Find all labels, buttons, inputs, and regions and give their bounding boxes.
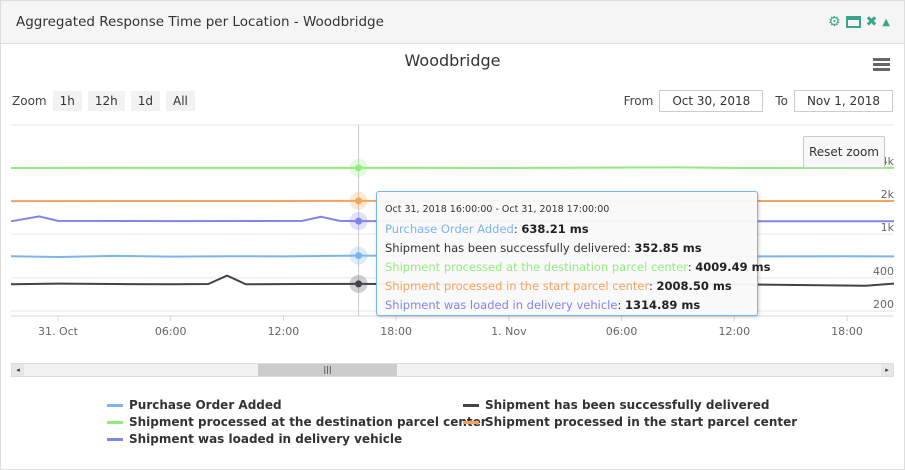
from-date-input[interactable]: Oct 30, 2018 [659,90,764,112]
y-tick-label: 200 [873,298,894,311]
to-label: To [775,94,788,108]
x-tick-label: 06:00 [155,325,187,338]
tooltip-value: 4009.49 ms [695,260,771,274]
x-tick-label: 18:00 [831,325,863,338]
data-point-marker [355,252,363,260]
legend-item[interactable]: Shipment processed at the destination pa… [107,415,487,429]
x-tick-label: 18:00 [380,325,412,338]
legend-label: Shipment was loaded in delivery vehicle [129,432,403,446]
data-point-marker [355,197,363,205]
x-tick-label: 31. Oct [38,325,79,338]
scroll-right-arrow-icon[interactable]: ▸ [881,364,893,376]
gear-icon[interactable]: ⚙ [828,14,841,30]
tooltip-row: Shipment processed at the destination pa… [385,260,771,274]
tooltip-series-name: Purchase Order Added [385,222,514,236]
to-date-input[interactable]: Nov 1, 2018 [793,90,893,112]
scrollbar-thumb[interactable]: ||| [258,364,397,376]
window-icon[interactable] [845,16,861,28]
x-tick-label: 12:00 [268,325,300,338]
legend-swatch [107,420,123,424]
y-tick-label: 2k [881,188,895,201]
tooltip-row: Shipment has been successfully delivered… [385,241,702,255]
legend-item[interactable]: Shipment processed in the start parcel c… [463,415,797,429]
data-point-marker [355,217,363,225]
tooltip-series-name: Shipment processed in the start parcel c… [385,279,650,293]
tooltip-series-name: Shipment was loaded in delivery vehicle [385,298,618,312]
tooltip-header: Oct 31, 2018 16:00:00 - Oct 31, 2018 17:… [385,204,610,215]
x-tick-label: 06:00 [606,325,638,338]
tooltip-row: Purchase Order Added: 638.21 ms [385,222,589,236]
x-tick-label: 1. Nov [491,325,527,338]
legend-label: Shipment processed at the destination pa… [129,415,487,429]
reset-zoom-button[interactable]: Reset zoom [803,136,885,168]
series-line [10,166,895,170]
legend-item[interactable]: Shipment was loaded in delivery vehicle [107,432,402,446]
legend-label: Shipment processed in the start parcel c… [485,415,798,429]
legend-item[interactable]: Shipment has been successfully delivered [463,398,769,412]
zoom-all-button[interactable]: All [165,91,195,111]
legend-item[interactable]: Purchase Order Added [107,398,282,412]
tooltip-row: Shipment processed in the start parcel c… [385,279,732,293]
legend-swatch [107,403,123,407]
tooltip-value: 1314.89 ms [625,298,701,312]
legend-swatch [463,420,479,424]
tooltip-series-name: Shipment has been successfully delivered [385,241,627,255]
zoom-1h-button[interactable]: 1h [52,91,82,111]
tooltip-value: 638.21 ms [521,222,589,236]
hamburger-menu-icon[interactable] [873,58,890,73]
close-icon[interactable]: ✖ [865,14,878,30]
chart-title: Woodbridge [404,51,501,70]
scroll-left-arrow-icon[interactable]: ◂ [12,364,24,376]
navigator-scrollbar[interactable]: ◂ ||| ▸ [11,363,894,377]
zoom-label: Zoom [12,94,47,108]
data-point-marker [355,164,363,172]
tooltip-value: 352.85 ms [634,241,702,255]
panel-title: Aggregated Response Time per Location - … [16,14,384,30]
legend-swatch [463,403,479,407]
collapse-icon[interactable]: ▲ [882,16,890,28]
tooltip-row: Shipment was loaded in delivery vehicle:… [385,298,701,312]
zoom-1d-button[interactable]: 1d [130,91,160,111]
legend-label: Shipment has been successfully delivered [485,398,770,412]
panel-header: Aggregated Response Time per Location - … [1,1,904,44]
legend-swatch [107,437,123,441]
data-point-marker [355,280,363,288]
tooltip: Oct 31, 2018 16:00:00 - Oct 31, 2018 17:… [376,191,771,316]
from-label: From [623,94,654,108]
y-tick-label: 1k [881,221,895,234]
legend-label: Purchase Order Added [129,398,282,412]
tooltip-value: 2008.50 ms [656,279,732,293]
tooltip-series-name: Shipment processed at the destination pa… [385,260,688,274]
x-tick-label: 12:00 [718,325,750,338]
zoom-12h-button[interactable]: 12h [87,91,125,111]
y-tick-label: 400 [873,265,894,278]
